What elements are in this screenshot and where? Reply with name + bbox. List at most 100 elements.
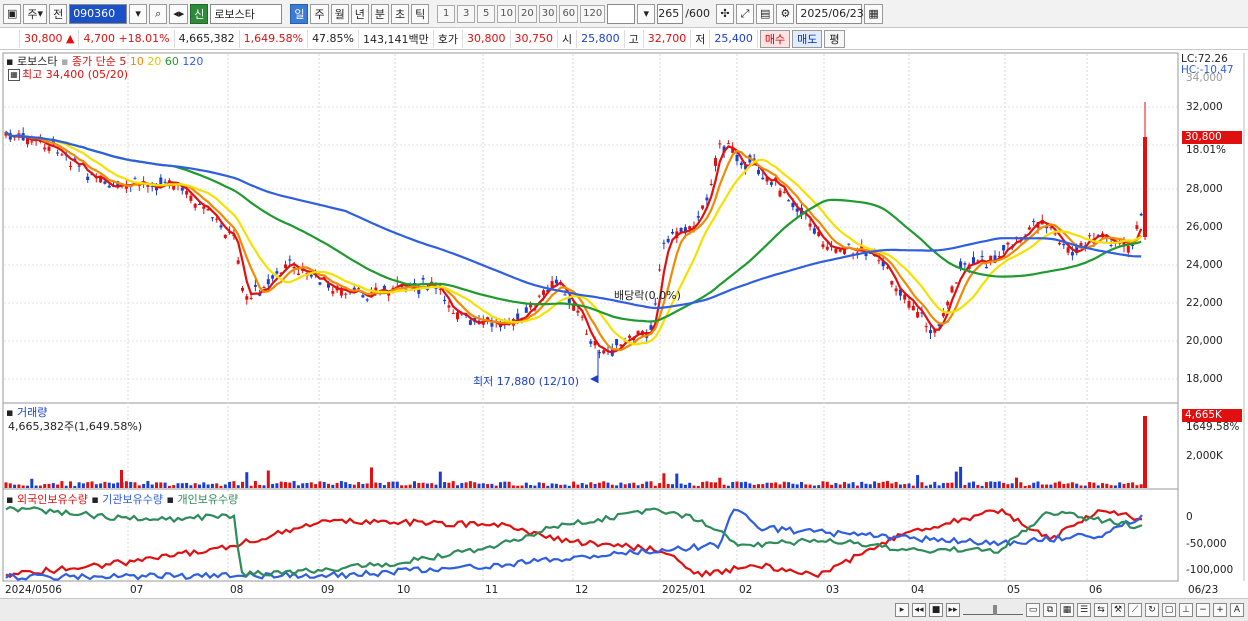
- interval-1[interactable]: 1: [437, 4, 456, 23]
- zoom-slider[interactable]: [963, 605, 1023, 615]
- candle-body: [980, 256, 984, 258]
- search-icon[interactable]: ⌕: [149, 3, 168, 24]
- interval-60[interactable]: 60: [559, 4, 579, 23]
- chart-menu-icon[interactable]: ▣: [3, 3, 22, 24]
- zoom-out-icon[interactable]: −: [1196, 603, 1210, 617]
- volume-bar: [855, 485, 859, 488]
- candle-body: [542, 290, 545, 295]
- forward-icon[interactable]: ▸▸: [946, 603, 960, 617]
- volume-bar: [185, 482, 189, 488]
- refresh-icon[interactable]: ↻: [1145, 603, 1159, 617]
- volume-bar: [451, 481, 455, 488]
- scroll-right-icon[interactable]: ▸: [895, 603, 909, 617]
- count-input[interactable]: 265: [657, 3, 684, 24]
- period-week[interactable]: 주: [310, 3, 329, 24]
- period-day[interactable]: 일: [290, 3, 309, 24]
- copy-icon[interactable]: ⧉: [1043, 603, 1057, 617]
- volume-bar: [804, 484, 808, 488]
- chart-canvas[interactable]: [0, 50, 1248, 598]
- volume-bar: [886, 481, 889, 488]
- volume-bar: [636, 485, 640, 488]
- candle-body: [537, 295, 541, 297]
- eval-button[interactable]: 평: [824, 29, 845, 48]
- stop-icon[interactable]: ■: [929, 603, 943, 617]
- interval-120[interactable]: 120: [580, 4, 606, 23]
- candle-body: [976, 260, 980, 262]
- prev-button[interactable]: 전: [49, 3, 68, 24]
- sell-button[interactable]: 매도: [792, 29, 823, 48]
- period-minute[interactable]: 분: [370, 3, 389, 24]
- draw-icon[interactable]: ⤢: [735, 3, 754, 24]
- legend-foreign: 외국인보유수량: [16, 493, 88, 506]
- stock-code-input[interactable]: 090360: [69, 3, 128, 24]
- volume-bar: [881, 481, 885, 488]
- interval-3[interactable]: 3: [457, 4, 476, 23]
- volume-bar: [761, 484, 765, 488]
- legend-stock-name: 로보스타: [16, 55, 58, 68]
- font-size-icon[interactable]: A: [1230, 603, 1244, 617]
- volume-bar: [868, 484, 872, 488]
- ma-line-20: [5, 131, 1142, 346]
- volume-bar: [456, 485, 459, 488]
- zoom-slider-handle[interactable]: [993, 605, 997, 615]
- pin-icon[interactable]: ⊥: [1179, 603, 1193, 617]
- candle-body: [86, 176, 90, 181]
- volume-bar: [232, 481, 236, 488]
- volume-bar: [464, 482, 468, 488]
- volume-bar: [1049, 484, 1053, 488]
- gear-icon[interactable]: ⚙: [776, 3, 795, 24]
- chart-area[interactable]: ▪ 로보스타 ▪ 종가 단순 5 10 20 60 120 최고 34,400 …: [0, 50, 1248, 598]
- calendar-small-icon[interactable]: ▦: [8, 69, 20, 81]
- speaker-icon[interactable]: ◂▸: [169, 3, 189, 24]
- candle-body: [1079, 242, 1083, 248]
- candle-body: [847, 243, 851, 245]
- candle-body: [296, 273, 300, 276]
- volume-bar: [593, 484, 597, 488]
- stock-name-field[interactable]: 로보스타: [210, 3, 283, 24]
- save-icon[interactable]: ▤: [755, 3, 775, 24]
- tools-small-icon[interactable]: ⚒: [1111, 603, 1125, 617]
- y-tick-24000: 24,000: [1186, 259, 1223, 271]
- volume-bar: [877, 482, 881, 488]
- grid-icon[interactable]: ▦: [1060, 603, 1074, 617]
- volume-bar: [658, 483, 662, 488]
- candle-body: [593, 340, 597, 346]
- period-year[interactable]: 년: [350, 3, 369, 24]
- candle-body: [726, 143, 730, 145]
- zoom-in-icon[interactable]: +: [1213, 603, 1227, 617]
- candle-body: [933, 329, 937, 333]
- interval-custom-input[interactable]: [607, 3, 636, 24]
- rewind-icon[interactable]: ◂◂: [912, 603, 926, 617]
- code-dropdown-icon[interactable]: ▾: [129, 3, 148, 24]
- window-icon[interactable]: ▢: [1162, 603, 1176, 617]
- volume-bar: [43, 484, 47, 488]
- period-month[interactable]: 월: [330, 3, 349, 24]
- volume-bar: [288, 482, 292, 488]
- market-type-select[interactable]: 주 ▾: [23, 3, 48, 24]
- interval-20[interactable]: 20: [517, 4, 537, 23]
- interval-10[interactable]: 10: [497, 4, 516, 23]
- candle-body: [60, 154, 64, 156]
- y-tick-32000: 32,000: [1186, 101, 1223, 113]
- candle-body: [877, 260, 881, 262]
- date-input[interactable]: 2025/06/23: [796, 3, 864, 24]
- measure-icon[interactable]: ⟋: [1128, 603, 1142, 617]
- buy-button[interactable]: 매수: [759, 29, 791, 48]
- volume-box-pct: 1649.58%: [1186, 421, 1240, 433]
- ma-line-120: [5, 131, 1142, 310]
- calendar-icon[interactable]: ▦: [864, 3, 883, 24]
- candle-body: [468, 320, 472, 325]
- period-tick[interactable]: 틱: [411, 3, 430, 24]
- volume-bar: [959, 466, 963, 488]
- list-icon[interactable]: ☰: [1077, 603, 1091, 617]
- volume-bar: [163, 482, 167, 488]
- interval-30[interactable]: 30: [538, 4, 558, 23]
- interval-dropdown-icon[interactable]: ▾: [637, 3, 656, 24]
- interval-5[interactable]: 5: [477, 4, 496, 23]
- volume-bar: [99, 483, 103, 488]
- layout-icon[interactable]: ▭: [1026, 603, 1040, 617]
- scale-icon[interactable]: ⇆: [1094, 603, 1108, 617]
- tools-icon[interactable]: ✣: [715, 3, 734, 24]
- period-second[interactable]: 초: [390, 3, 410, 24]
- volume-bar: [309, 482, 313, 488]
